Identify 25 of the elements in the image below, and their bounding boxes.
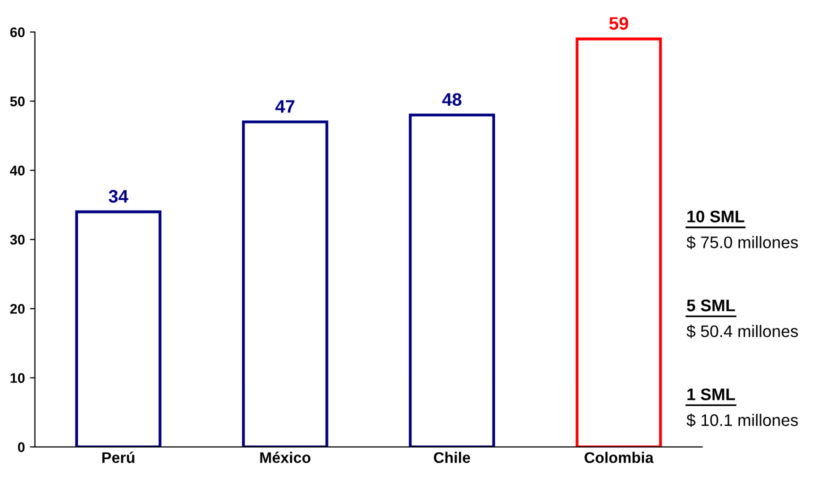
x-tick-label: Perú [102,452,134,464]
annotation: 10 SML [687,210,744,222]
annotation: $ 10.1 millones [686,414,798,428]
annotation: 5 SML [686,300,735,312]
y-tick-label: 0 [18,442,25,452]
bar [75,210,162,447]
x-tick-label: Chile [434,452,470,464]
data-label: 48 [442,93,462,106]
data-label: 34 [108,190,128,203]
y-tick-label: 50 [10,96,25,106]
bar [408,114,496,447]
y-tick-label: 20 [10,304,25,314]
annotation: $ 75.0 millones [686,236,798,250]
data-label: 47 [275,100,294,113]
bar [242,120,328,447]
y-tick-label: 40 [10,166,25,176]
x-tick-label: Colombia [584,452,654,464]
y-tick-label: 10 [10,373,25,383]
data-label: 59 [609,17,628,30]
x-tick-label: México [260,452,310,464]
y-tick-label: 60 [10,27,25,38]
bar [576,38,662,447]
y-tick-label: 30 [10,234,25,245]
annotation: $ 50.4 millones [686,324,798,338]
annotation: 1 SML [687,388,735,400]
